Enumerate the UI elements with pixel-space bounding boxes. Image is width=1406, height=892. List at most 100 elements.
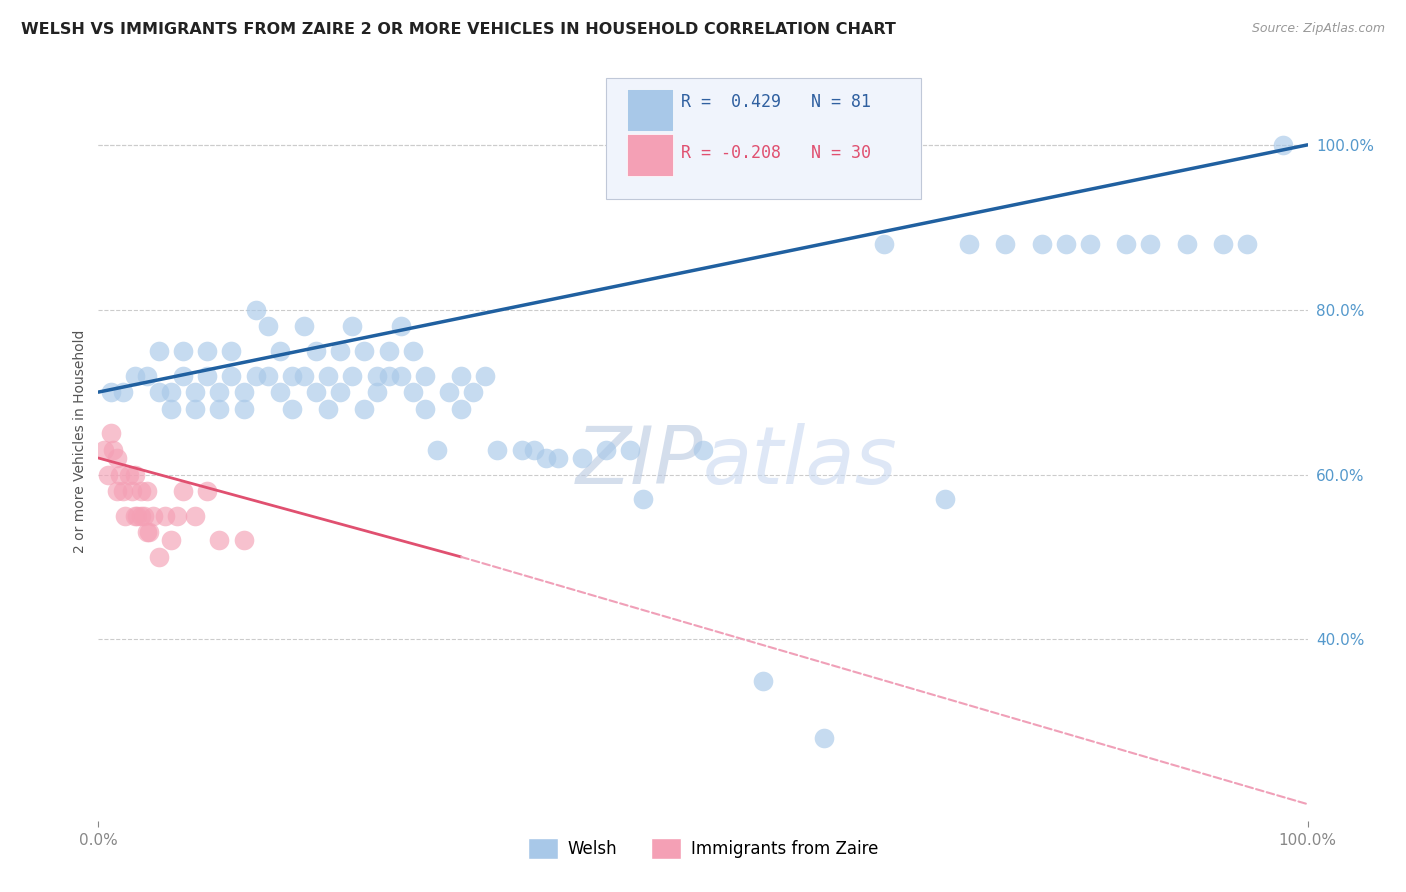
Point [100,426,122,441]
Point [124,467,146,482]
Point [184,401,207,416]
Point [127,508,149,523]
Point [111,385,134,400]
Point [134,508,156,523]
Point [129,508,152,523]
Point [292,368,315,383]
Point [389,368,412,383]
Point [105,483,128,498]
Point [195,368,218,383]
Point [195,343,218,358]
Point [523,442,546,457]
Point [97,467,120,482]
Point [124,508,146,523]
Point [245,302,267,317]
Text: WELSH VS IMMIGRANTS FROM ZAIRE 2 OR MORE VEHICLES IN HOUSEHOLD CORRELATION CHART: WELSH VS IMMIGRANTS FROM ZAIRE 2 OR MORE… [21,22,896,37]
Point [873,236,896,251]
Point [292,319,315,334]
Point [994,236,1017,251]
Legend: Welsh, Immigrants from Zaire: Welsh, Immigrants from Zaire [522,831,884,865]
Point [1115,236,1137,251]
Point [184,385,207,400]
Point [135,368,157,383]
Point [129,483,152,498]
Point [413,401,436,416]
Point [118,467,141,482]
Point [232,533,254,548]
Point [813,731,835,746]
Point [232,385,254,400]
Point [221,368,243,383]
Point [450,401,472,416]
Point [148,549,170,564]
Point [377,368,399,383]
Point [752,673,775,688]
Text: Source: ZipAtlas.com: Source: ZipAtlas.com [1251,22,1385,36]
Point [426,442,449,457]
Text: R = -0.208   N = 30: R = -0.208 N = 30 [682,145,872,162]
Point [208,401,231,416]
Point [135,483,157,498]
FancyBboxPatch shape [627,89,672,130]
Point [934,492,956,507]
Point [281,368,304,383]
Point [619,442,641,457]
Point [160,533,183,548]
Point [269,385,291,400]
Point [510,442,533,457]
Point [101,442,124,457]
Point [342,319,364,334]
Point [957,236,980,251]
Point [353,401,375,416]
Point [1175,236,1198,251]
Point [305,385,328,400]
Point [366,385,388,400]
Point [692,442,714,457]
Text: ZIP: ZIP [575,423,703,501]
Point [413,368,436,383]
Point [148,385,170,400]
Y-axis label: 2 or more Vehicles in Household: 2 or more Vehicles in Household [73,330,87,553]
Point [105,450,128,465]
Point [93,442,115,457]
Point [281,401,304,416]
Point [1078,236,1101,251]
Point [135,525,157,540]
Point [142,508,165,523]
Point [316,368,339,383]
Point [571,450,593,465]
Point [184,508,207,523]
Point [342,368,364,383]
FancyBboxPatch shape [606,78,921,199]
Point [389,319,412,334]
Point [208,533,231,548]
Point [121,483,143,498]
Point [463,385,485,400]
Point [114,508,136,523]
Point [534,450,557,465]
Point [595,442,617,457]
Point [160,385,183,400]
Point [316,401,339,416]
Point [138,525,160,540]
Point [100,385,122,400]
Point [172,343,194,358]
Point [269,343,291,358]
Point [1031,236,1053,251]
Point [256,319,278,334]
Text: atlas: atlas [703,423,898,501]
Point [160,401,183,416]
Point [437,385,460,400]
Point [172,368,194,383]
Point [631,492,654,507]
Point [329,343,352,358]
Point [108,467,131,482]
Point [366,368,388,383]
Point [547,450,569,465]
Point [166,508,188,523]
Point [402,343,425,358]
Point [256,368,278,383]
Point [1054,236,1077,251]
Point [305,343,328,358]
Point [208,385,231,400]
